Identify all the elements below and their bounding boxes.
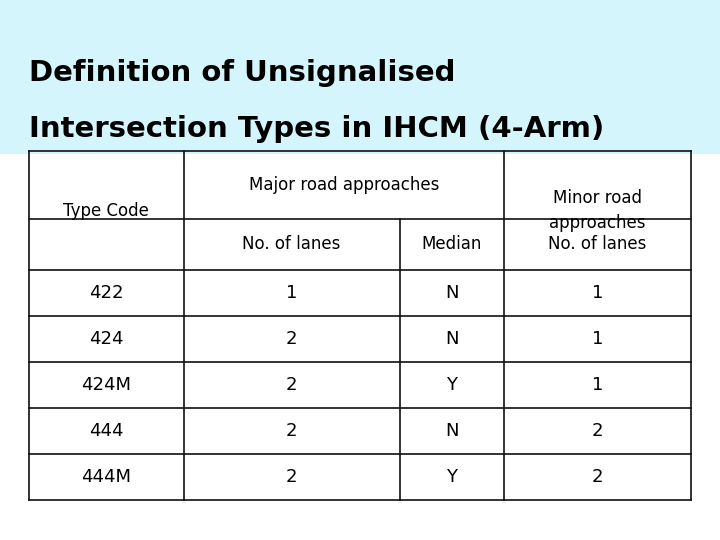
Text: No. of lanes: No. of lanes xyxy=(549,235,647,253)
Text: Y: Y xyxy=(446,376,457,394)
Text: 2: 2 xyxy=(286,376,297,394)
Text: 2: 2 xyxy=(286,330,297,348)
Text: 2: 2 xyxy=(592,468,603,485)
Text: Minor road
approaches: Minor road approaches xyxy=(549,189,646,232)
Text: N: N xyxy=(445,284,459,302)
Text: No. of lanes: No. of lanes xyxy=(243,235,341,253)
Text: Definition of Unsignalised: Definition of Unsignalised xyxy=(29,59,455,87)
Text: 422: 422 xyxy=(89,284,123,302)
Text: Y: Y xyxy=(446,468,457,485)
Text: 444: 444 xyxy=(89,422,123,440)
Text: 444M: 444M xyxy=(81,468,131,485)
Text: N: N xyxy=(445,330,459,348)
Text: Major road approaches: Major road approaches xyxy=(248,176,439,194)
Text: 2: 2 xyxy=(286,422,297,440)
Text: Intersection Types in IHCM (4-Arm): Intersection Types in IHCM (4-Arm) xyxy=(29,114,604,143)
Text: 1: 1 xyxy=(592,330,603,348)
Text: 424M: 424M xyxy=(81,376,131,394)
Text: 1: 1 xyxy=(286,284,297,302)
Text: Median: Median xyxy=(422,235,482,253)
Text: 424: 424 xyxy=(89,330,123,348)
Text: 2: 2 xyxy=(286,468,297,485)
Text: 1: 1 xyxy=(592,284,603,302)
Bar xyxy=(0,0,720,154)
Text: 1: 1 xyxy=(592,376,603,394)
Text: Type Code: Type Code xyxy=(63,201,149,220)
Text: 2: 2 xyxy=(592,422,603,440)
Text: N: N xyxy=(445,422,459,440)
